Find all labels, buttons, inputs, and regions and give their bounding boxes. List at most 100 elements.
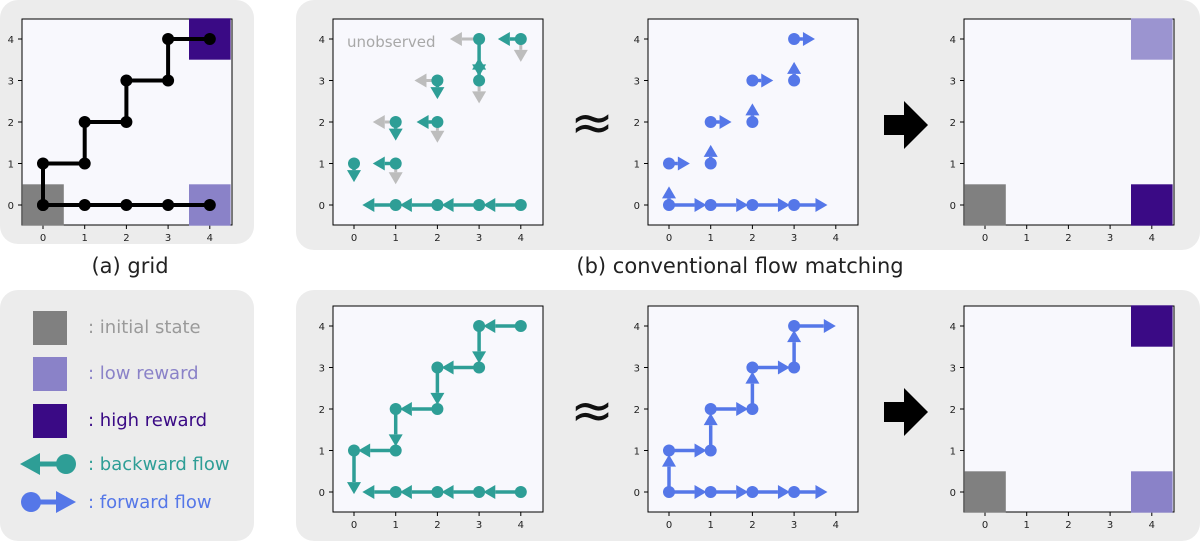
backward-flow-arrow-head — [483, 485, 496, 499]
forward-flow-arrow-head — [677, 156, 690, 171]
grid-path-node — [37, 199, 49, 211]
forward-flow-arrow-head — [815, 198, 828, 212]
forward-flow-node — [746, 403, 759, 415]
backward-flow-arrow-head — [416, 115, 429, 129]
grid-path-node — [78, 199, 91, 211]
backward-flow-arrow-head — [441, 360, 454, 375]
forward-flow-arrow-head — [802, 32, 815, 46]
ours-result-ytick-label: 3 — [950, 364, 956, 375]
grid-ytick-label: 2 — [8, 118, 14, 129]
ours-backward-xtick-label: 4 — [518, 520, 524, 531]
ours-backward-ytick-label: 4 — [319, 322, 325, 333]
backward-flow-node — [431, 116, 444, 128]
forward-flow-node — [788, 33, 801, 45]
grid-path-node — [120, 74, 133, 87]
grid-path-node — [162, 199, 175, 211]
conv-forward-ytick-label: 4 — [634, 35, 640, 46]
conv-backward-xtick-label: 0 — [351, 233, 357, 244]
backward-flow-arrow-head — [358, 443, 371, 458]
ours-result-ytick-label: 1 — [950, 447, 956, 458]
conv-result-xtick-label: 1 — [1024, 233, 1030, 244]
forward-flow-node — [704, 403, 717, 415]
backward-flow-node — [389, 444, 402, 457]
conv-backward-xtick-label: 1 — [393, 233, 399, 244]
forward-flow-arrow-head — [736, 485, 749, 499]
forward-flow-node — [663, 444, 675, 457]
grid-path-node — [78, 157, 91, 170]
grid-path-node — [203, 199, 216, 211]
backward-flow-arrow-head — [472, 351, 487, 364]
conv-backward-ytick-label: 1 — [319, 160, 325, 171]
forward-flow-arrow-head — [815, 485, 828, 499]
forward-flow-icon-head — [56, 491, 76, 513]
conv-result-xtick-label: 0 — [982, 233, 988, 244]
forward-flow-node — [788, 74, 801, 87]
ours-result-ytick-label: 0 — [950, 488, 956, 499]
ours-forward-ytick-label: 3 — [634, 364, 640, 375]
grid-path-node — [78, 116, 91, 128]
grid-xtick-label: 2 — [123, 233, 129, 244]
forward-flow-node — [788, 199, 801, 211]
forward-flow-icon-dot — [21, 492, 41, 512]
ours-result-low-reward-cell — [1131, 471, 1173, 513]
legend-label-low-reward: : low reward — [88, 363, 199, 384]
caption-flow-matching: (b) conventional flow matching — [576, 254, 904, 278]
unobserved-flow-arrow-head — [449, 32, 462, 46]
forward-flow-node — [746, 74, 759, 87]
backward-flow-node — [431, 361, 444, 374]
backward-flow-node — [431, 486, 444, 498]
forward-flow-node — [746, 486, 759, 498]
conv-result-ytick-label: 3 — [950, 77, 956, 88]
forward-flow-arrow-head — [662, 186, 676, 199]
forward-flow-arrow-head — [823, 319, 836, 333]
forward-flow-arrow-head — [694, 198, 707, 212]
forward-flow-node — [704, 199, 717, 211]
unobserved-label: unobserved — [347, 33, 436, 51]
legend-label-backward: : backward flow — [88, 454, 230, 475]
forward-flow-node — [663, 199, 675, 211]
forward-flow-arrow-head — [662, 454, 676, 467]
backward-flow-icon-dot — [56, 454, 76, 474]
high-reward-swatch — [33, 404, 67, 438]
backward-flow-node — [473, 320, 486, 332]
grid-path-node — [37, 157, 49, 170]
ours-forward-ytick-label: 0 — [634, 488, 640, 499]
ours-result-initial-cell — [964, 471, 1006, 513]
grid-ytick-label: 3 — [8, 77, 14, 88]
forward-flow-arrow-head — [694, 485, 707, 499]
backward-flow-arrow-head — [483, 198, 496, 212]
legend-label-high-reward: : high reward — [88, 410, 208, 431]
ours-forward-ytick-label: 4 — [634, 322, 640, 333]
backward-flow-arrow-head — [441, 485, 454, 499]
backward-flow-node — [473, 199, 486, 211]
conv-forward-ytick-label: 3 — [634, 77, 640, 88]
forward-flow-arrow-head — [703, 413, 718, 426]
forward-flow-arrow-head — [703, 144, 718, 157]
backward-flow-arrow-head — [388, 434, 403, 447]
grid-xtick-label: 4 — [207, 233, 213, 244]
backward-flow-arrow-head — [347, 170, 361, 183]
forward-flow-arrow-head — [777, 360, 790, 375]
ours-backward-xtick-label: 0 — [351, 520, 357, 531]
backward-flow-node — [514, 33, 527, 45]
ours-result-ytick-label: 4 — [950, 322, 956, 333]
legend-label-initial: : initial state — [88, 317, 201, 338]
backward-flow-arrow-head — [472, 64, 487, 77]
backward-flow-node — [389, 199, 402, 211]
forward-flow-node — [788, 361, 801, 374]
forward-flow-node — [746, 361, 759, 374]
forward-flow-node — [704, 486, 717, 498]
conv-forward-ytick-label: 1 — [634, 160, 640, 171]
backward-flow-node — [348, 444, 360, 457]
backward-flow-node — [473, 74, 486, 87]
grid-xtick-label: 3 — [165, 233, 171, 244]
ours-forward-xtick-label: 4 — [833, 520, 839, 531]
conv-result-high-reward-cell — [1131, 184, 1173, 226]
forward-flow-node — [788, 320, 801, 332]
backward-flow-arrow-head — [483, 319, 496, 333]
forward-flow-node — [704, 116, 717, 128]
backward-flow-node — [514, 199, 527, 211]
backward-flow-node — [389, 116, 402, 128]
conv-backward-ytick-label: 2 — [319, 118, 325, 129]
ours-backward-ytick-label: 1 — [319, 447, 325, 458]
